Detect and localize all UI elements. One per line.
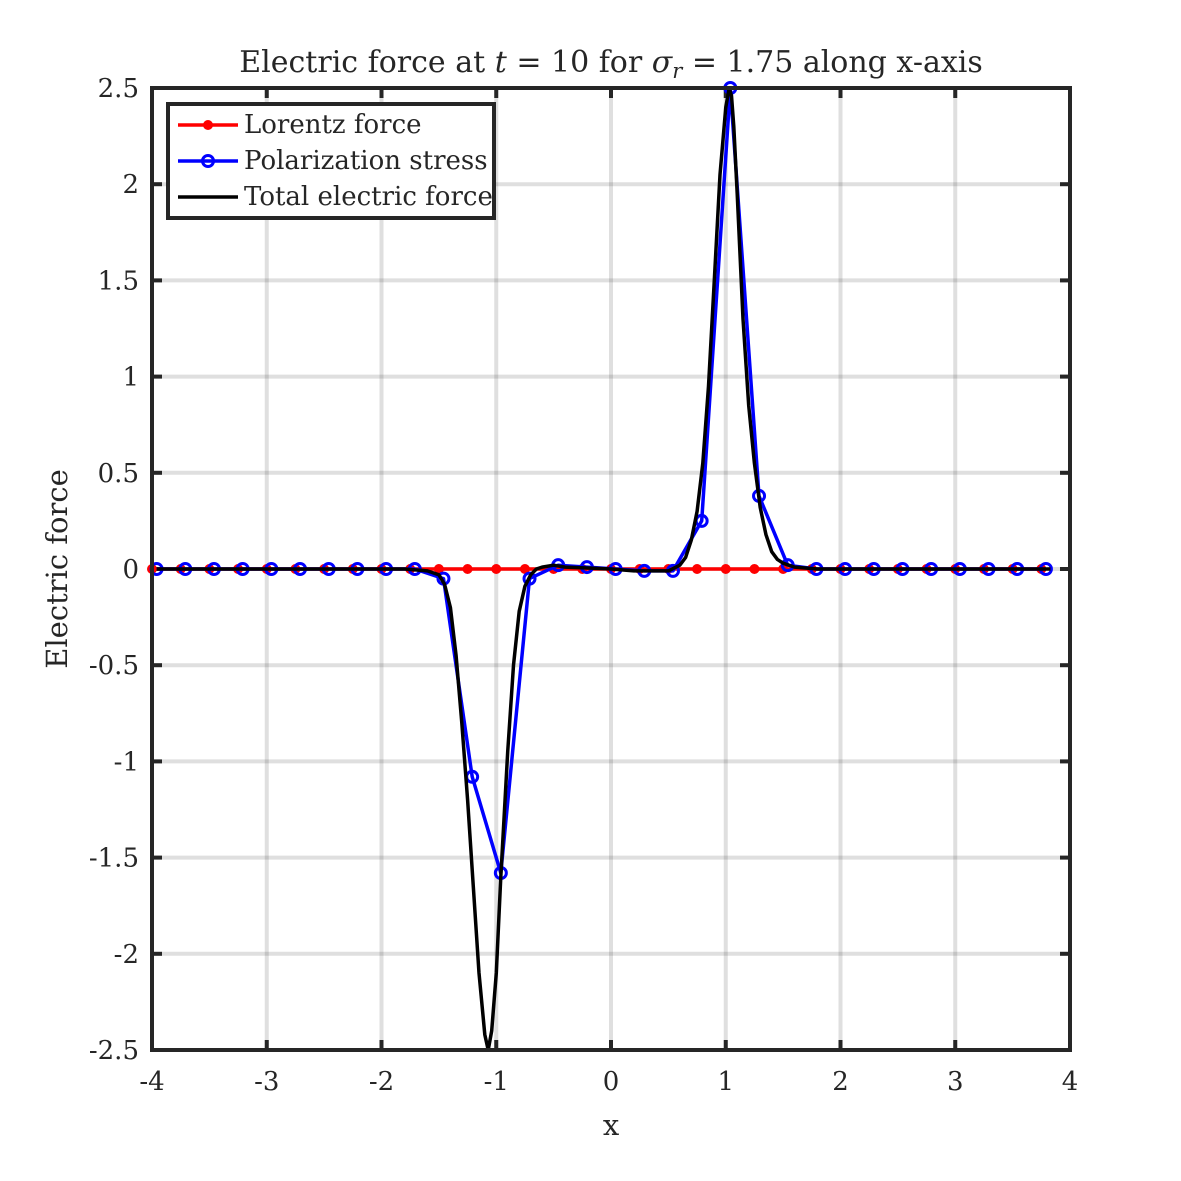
lorentz-point <box>491 564 502 574</box>
chart-title: Electric force at t = 10 for σr = 1.75 a… <box>239 45 983 83</box>
y-tick-label: 1 <box>122 363 139 393</box>
y-tick-label: -0.5 <box>89 651 139 681</box>
y-tick-label: -1 <box>114 747 139 777</box>
legend-marker <box>201 154 215 168</box>
lorentz-point <box>749 564 760 574</box>
legend-label: Polarization stress <box>244 146 488 176</box>
x-tick-label: -3 <box>254 1067 279 1097</box>
y-tick-label: 2.5 <box>98 74 139 104</box>
lorentz-point <box>692 564 703 574</box>
y-tick-label: 1.5 <box>98 266 139 296</box>
series-2 <box>156 86 1051 1052</box>
y-tick-label: -1.5 <box>89 844 139 874</box>
y-tick-label: 2 <box>122 170 139 200</box>
legend-label: Lorentz force <box>244 110 422 140</box>
x-tick-labels: -4 -3 -2 -1 0 1 2 3 4 <box>139 1067 1078 1097</box>
y-tick-label: -2.5 <box>89 1036 139 1066</box>
lorentz-point <box>519 564 530 574</box>
x-axis-label: x <box>603 1108 619 1142</box>
legend-marker <box>203 120 213 130</box>
x-tick-label: 0 <box>603 1067 620 1097</box>
series-line <box>156 86 1051 1052</box>
lorentz-point <box>462 564 473 574</box>
x-tick-label: 3 <box>947 1067 964 1097</box>
y-axis-label: Electric force <box>40 469 74 669</box>
plot-frame <box>150 86 1072 1052</box>
x-tick-label: -1 <box>484 1067 509 1097</box>
x-tick-label: 1 <box>717 1067 734 1097</box>
legend-item: Lorentz force <box>178 110 422 140</box>
y-tick-label: 0.5 <box>98 459 139 489</box>
lorentz-point <box>720 564 731 574</box>
x-tick-label: -4 <box>139 1067 164 1097</box>
x-tick-label: 4 <box>1062 1067 1079 1097</box>
legend: Lorentz force Polarization stress Total el… <box>166 102 496 220</box>
legend-item: Total electric force <box>178 182 493 212</box>
lorentz-point <box>433 564 444 574</box>
plot-area <box>147 81 1072 1052</box>
legend-item: Polarization stress <box>178 146 488 176</box>
y-tick-labels: -2.5 -2 -1.5 -1 -0.5 0 0.5 1 1.5 2 2.5 <box>89 74 139 1066</box>
x-tick-label: -2 <box>369 1067 394 1097</box>
polarization-point <box>522 571 537 586</box>
y-tick-label: -2 <box>114 940 139 970</box>
x-tick-label: 2 <box>832 1067 849 1097</box>
y-tick-label: 0 <box>122 555 139 585</box>
legend-label: Total electric force <box>244 182 493 212</box>
